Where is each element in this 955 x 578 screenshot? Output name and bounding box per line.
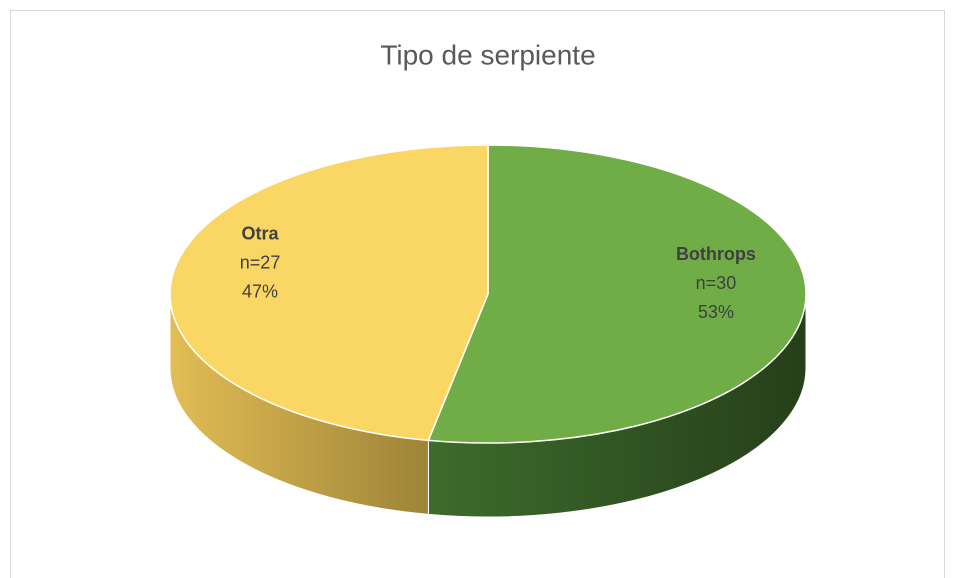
slice-name: Bothrops xyxy=(676,244,756,264)
slice-percent: 47% xyxy=(242,282,278,302)
slice-count: n=27 xyxy=(240,253,281,273)
slice-count: n=30 xyxy=(696,273,737,293)
pie-slice xyxy=(169,144,489,442)
pie-slice xyxy=(427,144,807,444)
chart-title: Tipo de serpiente xyxy=(380,39,595,70)
pie xyxy=(169,144,807,518)
labels: Bothrops n=30 53% Otra n=27 47% xyxy=(240,224,756,322)
slice-percent: 53% xyxy=(698,302,734,322)
slice-name: Otra xyxy=(242,224,280,244)
